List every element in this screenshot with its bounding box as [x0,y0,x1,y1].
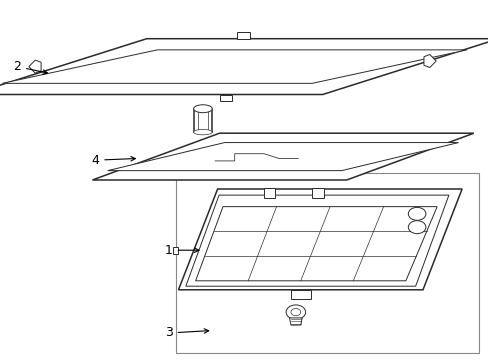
Ellipse shape [193,130,212,135]
Bar [197,110,208,130]
Text: 1: 1 [164,244,199,257]
Circle shape [407,207,425,220]
Polygon shape [195,207,436,281]
Circle shape [285,305,305,319]
Ellipse shape [193,105,212,113]
Bar [176,173,478,353]
Text: 2: 2 [13,60,47,74]
Text: 3: 3 [164,327,208,339]
Polygon shape [0,39,488,95]
Bar [263,188,275,198]
Bar [193,109,212,132]
Polygon shape [219,95,231,101]
Polygon shape [423,55,435,68]
Polygon shape [29,60,41,73]
Polygon shape [178,189,461,290]
Polygon shape [172,247,178,254]
Polygon shape [92,133,473,180]
Circle shape [407,221,425,234]
Bar [312,188,324,198]
Polygon shape [237,32,249,39]
Text: 4: 4 [91,154,135,167]
Polygon shape [2,50,466,84]
Polygon shape [290,290,310,299]
Circle shape [290,309,300,316]
Polygon shape [107,143,458,171]
Polygon shape [289,318,302,325]
